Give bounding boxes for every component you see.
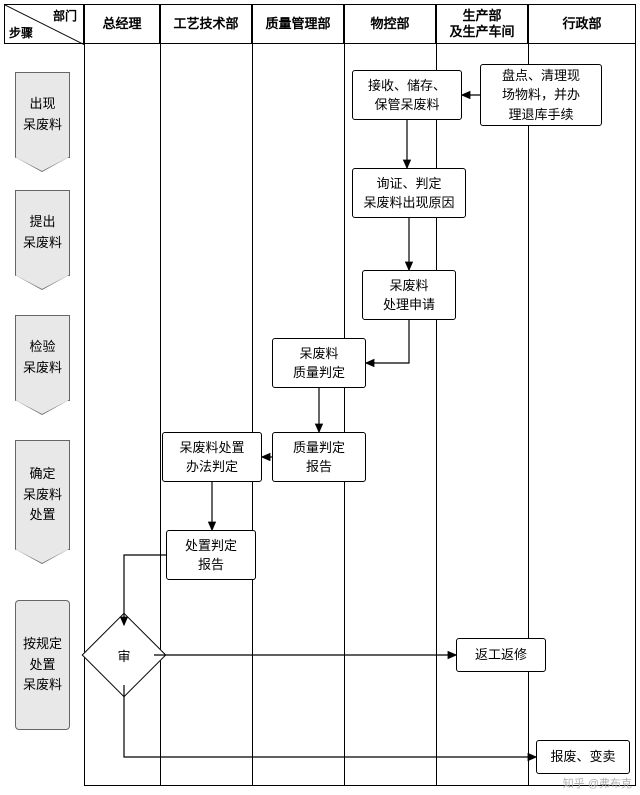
axis-corner: 部门 步骤 <box>4 4 84 44</box>
node-n_cause: 询证、判定 呆废料出现原因 <box>352 168 466 218</box>
step-s2: 提出 呆废料 <box>15 190 70 276</box>
step-s5: 按规定 处置 呆废料 <box>15 600 70 730</box>
column-header-material: 物控部 <box>344 4 436 44</box>
lane-divider <box>252 44 253 786</box>
node-n_dispj: 呆废料处置 办法判定 <box>162 432 262 482</box>
node-n_check: 盘点、清理现 场物料，并办 理退库手续 <box>480 64 602 126</box>
column-header-gm: 总经理 <box>84 4 160 44</box>
lane-divider <box>436 44 437 786</box>
node-n_apply: 呆废料 处理申请 <box>362 270 456 320</box>
node-n_disprep: 处置判定 报告 <box>166 530 256 580</box>
lane-divider <box>528 44 529 786</box>
watermark: 知乎 @弗布克 <box>563 775 632 791</box>
lane-divider <box>344 44 345 786</box>
node-n_qrep: 质量判定 报告 <box>272 432 366 482</box>
lane-divider <box>160 44 161 786</box>
step-s3: 检验 呆废料 <box>15 315 70 401</box>
step-s4: 确定 呆废料 处置 <box>15 440 70 550</box>
node-n_rework: 返工返修 <box>456 638 546 672</box>
column-header-admin: 行政部 <box>528 4 636 44</box>
column-header-quality: 质量管理部 <box>252 4 344 44</box>
swimlane-diagram: 部门 步骤 总经理工艺技术部质量管理部物控部生产部 及生产车间行政部 出现 呆废… <box>0 0 640 795</box>
node-n_qjudge: 呆废料 质量判定 <box>272 338 366 388</box>
column-header-prod: 生产部 及生产车间 <box>436 4 528 44</box>
decision-review: 审 <box>94 625 154 685</box>
lanes-frame <box>84 44 636 786</box>
axis-step-label: 步骤 <box>9 24 33 41</box>
axis-dept-label: 部门 <box>53 7 77 24</box>
node-n_recv: 接收、储存、 保管呆废料 <box>352 70 462 120</box>
column-header-tech: 工艺技术部 <box>160 4 252 44</box>
step-s1: 出现 呆废料 <box>15 72 70 158</box>
decision-label: 审 <box>94 625 154 685</box>
node-n_scrap: 报废、变卖 <box>536 740 630 774</box>
